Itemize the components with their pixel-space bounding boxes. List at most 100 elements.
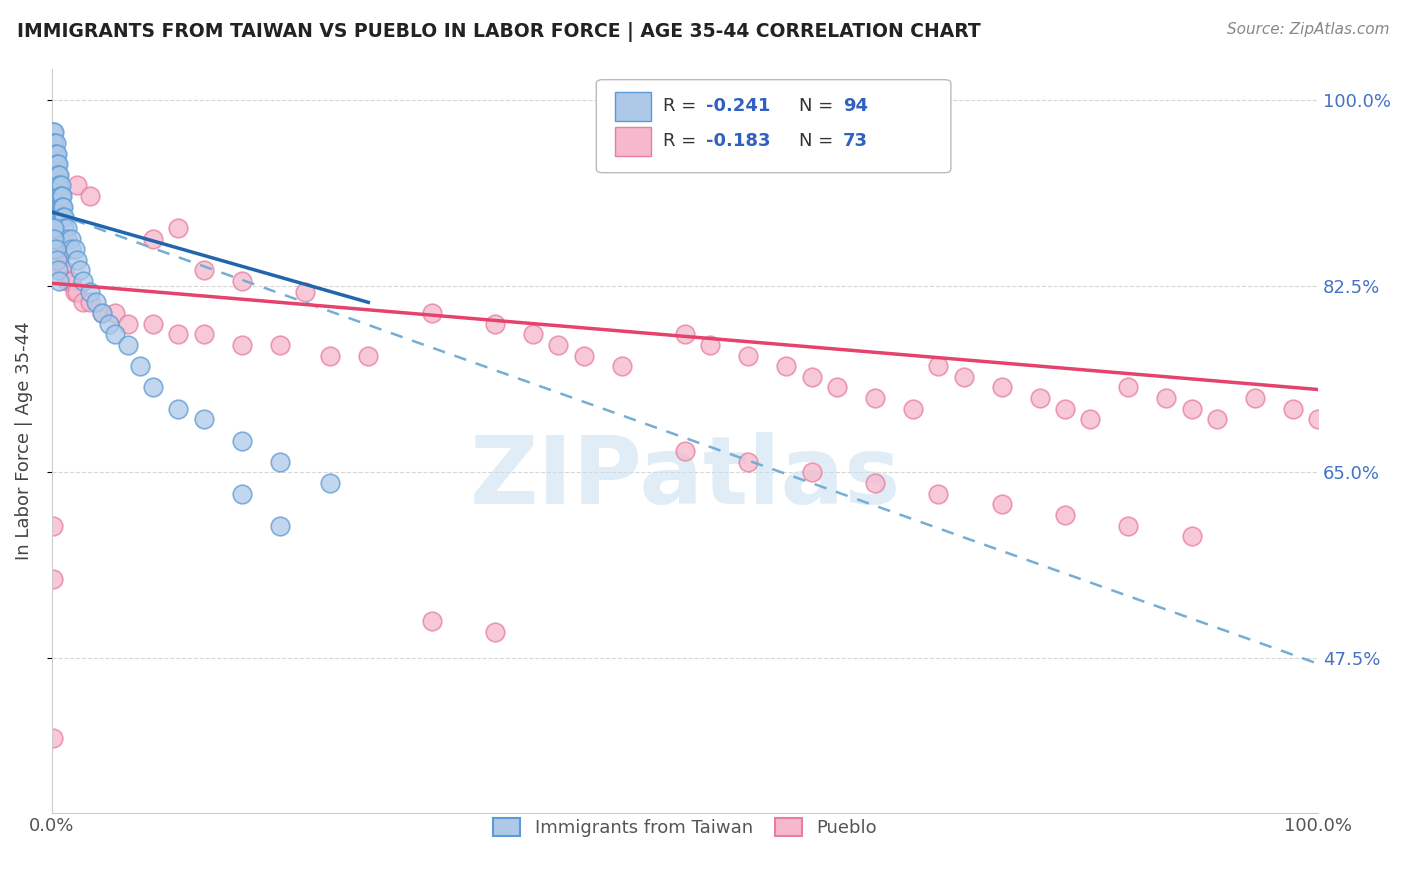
Point — [52, 211, 75, 225]
Point — [84, 295, 107, 310]
Point — [72, 274, 94, 288]
Point — [44, 136, 66, 150]
Point — [45, 146, 67, 161]
Point — [51, 200, 73, 214]
Text: R =: R = — [664, 132, 703, 151]
Point — [193, 263, 215, 277]
Point — [66, 252, 89, 267]
Point — [1243, 391, 1265, 405]
Point — [46, 263, 69, 277]
Point — [51, 189, 73, 203]
Point — [231, 274, 253, 288]
Point — [56, 274, 79, 288]
Point — [269, 518, 291, 533]
Point — [952, 369, 974, 384]
Point — [45, 178, 67, 193]
Point — [63, 285, 86, 299]
Point — [91, 306, 114, 320]
Point — [800, 369, 823, 384]
Point — [193, 327, 215, 342]
Point — [42, 221, 65, 235]
Text: -0.183: -0.183 — [706, 132, 770, 151]
Point — [129, 359, 152, 373]
Legend: Immigrants from Taiwan, Pueblo: Immigrants from Taiwan, Pueblo — [486, 811, 884, 845]
Point — [319, 476, 342, 491]
Text: 73: 73 — [844, 132, 869, 151]
Point — [44, 221, 66, 235]
Point — [1180, 529, 1202, 543]
Point — [117, 338, 139, 352]
Point — [142, 231, 165, 245]
Point — [673, 444, 696, 458]
Point — [45, 189, 67, 203]
Point — [142, 380, 165, 394]
Point — [56, 221, 79, 235]
Point — [1180, 401, 1202, 416]
Point — [1116, 380, 1139, 394]
Point — [48, 274, 70, 288]
Point — [42, 211, 65, 225]
Point — [42, 572, 65, 586]
Text: Source: ZipAtlas.com: Source: ZipAtlas.com — [1226, 22, 1389, 37]
FancyBboxPatch shape — [616, 128, 651, 155]
Point — [990, 497, 1012, 511]
Point — [44, 178, 66, 193]
Point — [420, 306, 443, 320]
Point — [42, 231, 65, 245]
Point — [863, 476, 886, 491]
Point — [49, 263, 72, 277]
Text: 94: 94 — [844, 97, 869, 115]
Point — [44, 189, 66, 203]
Point — [800, 466, 823, 480]
Point — [269, 455, 291, 469]
Point — [59, 231, 82, 245]
Point — [52, 200, 75, 214]
Point — [49, 178, 72, 193]
Point — [1028, 391, 1050, 405]
Point — [231, 338, 253, 352]
Point — [825, 380, 848, 394]
Point — [1053, 508, 1076, 522]
Point — [699, 338, 721, 352]
Point — [484, 624, 506, 639]
Point — [167, 221, 190, 235]
Point — [610, 359, 633, 373]
Point — [44, 168, 66, 182]
Point — [775, 359, 797, 373]
Point — [91, 306, 114, 320]
Point — [48, 178, 70, 193]
Point — [319, 349, 342, 363]
Point — [42, 136, 65, 150]
Point — [45, 168, 67, 182]
Point — [42, 200, 65, 214]
Text: R =: R = — [664, 97, 703, 115]
Point — [46, 189, 69, 203]
Point — [42, 518, 65, 533]
Point — [572, 349, 595, 363]
Point — [66, 285, 89, 299]
Point — [863, 391, 886, 405]
Point — [42, 731, 65, 746]
Point — [484, 317, 506, 331]
Text: -0.241: -0.241 — [706, 97, 770, 115]
Point — [45, 157, 67, 171]
Point — [44, 211, 66, 225]
Point — [737, 455, 759, 469]
Point — [49, 189, 72, 203]
Point — [44, 231, 66, 245]
Point — [79, 285, 101, 299]
Point — [193, 412, 215, 426]
Point — [142, 317, 165, 331]
Point — [42, 178, 65, 193]
Point — [45, 242, 67, 256]
Point — [53, 221, 76, 235]
Point — [48, 252, 70, 267]
Point — [42, 125, 65, 139]
Point — [45, 242, 67, 256]
Point — [522, 327, 544, 342]
Point — [56, 231, 79, 245]
Point — [42, 146, 65, 161]
Text: ZIPatlas: ZIPatlas — [470, 432, 901, 524]
Point — [737, 349, 759, 363]
Point — [45, 168, 67, 182]
